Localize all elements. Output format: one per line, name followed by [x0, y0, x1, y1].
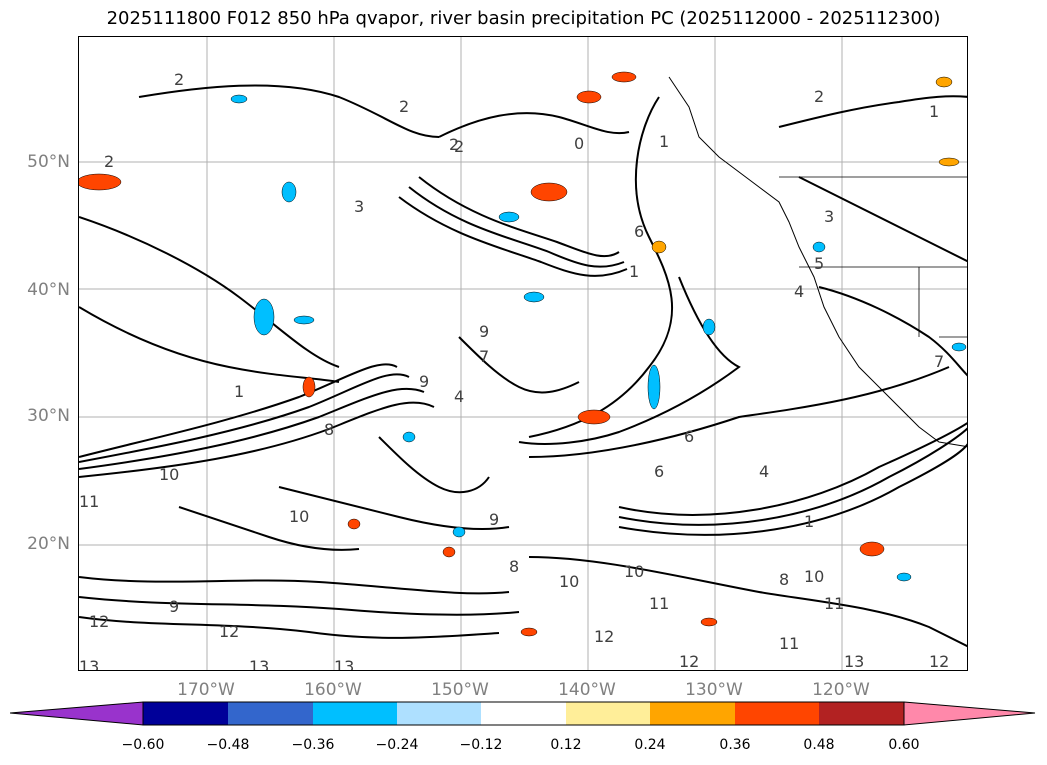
contour-label: 9 [489, 510, 499, 529]
contour-labels: 2 2 2 2 1 1 0 1 1 2 2 1 3 3 4 4 4 5 6 6 … [79, 70, 949, 671]
colorbar-segment [819, 702, 904, 725]
colorbar-tick-label: −0.24 [375, 737, 419, 753]
coastline-north-america [668, 76, 967, 448]
state-borders [779, 176, 967, 338]
contour-label: 1 [804, 512, 814, 531]
contour-label: 10 [624, 562, 644, 581]
contour-label: 3 [354, 197, 364, 216]
qvapor-contours [79, 84, 967, 648]
contour-label: 13 [79, 657, 99, 671]
lat-label-20n: 20°N [27, 534, 70, 554]
contour-label: 10 [559, 572, 579, 591]
colorbar-segment [566, 702, 650, 725]
colorbar-segment [481, 702, 566, 725]
graticule [79, 37, 967, 670]
colorbar-tick-label: 0.48 [803, 737, 835, 753]
contour-label: 6 [654, 462, 664, 481]
lon-label-140w: 140°W [558, 680, 616, 700]
colorbar-tick-label: −0.12 [459, 737, 503, 753]
map-canvas: 2 2 2 2 1 1 0 1 1 2 2 1 3 3 4 4 4 5 6 6 … [79, 37, 967, 671]
lon-label-160w: 160°W [304, 680, 362, 700]
contour-label: 7 [479, 347, 489, 366]
contour-label: 2 [814, 87, 824, 106]
contour-label: 13 [249, 657, 269, 671]
contour-label: 4 [794, 282, 804, 301]
contour-label: 2 [174, 70, 184, 89]
contour-label: 9 [419, 372, 429, 391]
lon-label-170w: 170°W [177, 680, 235, 700]
colorbar-segment [650, 702, 735, 725]
lon-label-150w: 150°W [431, 680, 489, 700]
contour-label: 12 [929, 652, 949, 671]
contour-label: 12 [679, 652, 699, 671]
colorbar-extend-low [10, 701, 144, 726]
colorbar [10, 700, 1037, 730]
contour-label: 3 [824, 207, 834, 226]
colorbar-canvas [10, 701, 1036, 726]
colorbar-extend-high [903, 701, 1036, 726]
contour-label: 10 [159, 465, 179, 484]
contour-label: 10 [804, 567, 824, 586]
colorbar-segment [313, 702, 397, 725]
map-title: 2025111800 F012 850 hPa qvapor, river ba… [106, 8, 941, 29]
contour-label: 9 [169, 597, 179, 616]
contour-label: 11 [824, 594, 844, 613]
contour-label: 6 [684, 427, 694, 446]
contour-label: 6 [634, 222, 644, 241]
contour-label: 11 [79, 492, 99, 511]
contour-label: 4 [454, 387, 464, 406]
colorbar-segment [397, 702, 481, 725]
contour-label: 12 [219, 622, 239, 641]
colorbar-segment [735, 702, 819, 725]
contour-label: 1 [234, 382, 244, 401]
contour-label: 13 [844, 652, 864, 671]
colorbar-tick-label: 0.24 [634, 737, 666, 753]
lon-label-130w: 130°W [685, 680, 743, 700]
contour-label: 4 [759, 462, 769, 481]
contour-label: 2 [399, 97, 409, 116]
contour-label: 8 [324, 420, 334, 439]
colorbar-tick-label: 0.12 [550, 737, 582, 753]
contour-label: 11 [779, 634, 799, 653]
contour-label: 2 [104, 152, 114, 171]
colorbar-tick-label: 0.36 [719, 737, 751, 753]
contour-label: 0 [574, 134, 584, 153]
contour-label: 13 [334, 657, 354, 671]
contour-label: 11 [649, 594, 669, 613]
contour-label: 9 [479, 322, 489, 341]
contour-label: 12 [594, 627, 614, 646]
contour-label: 10 [289, 507, 309, 526]
contour-label: 8 [509, 557, 519, 576]
pc-shading [79, 71, 967, 637]
lat-label-30n: 30°N [27, 406, 70, 426]
lat-label-40n: 40°N [27, 280, 70, 300]
contour-label: 1 [929, 102, 939, 121]
contour-label: 5 [814, 254, 824, 273]
contour-label: 1 [629, 262, 639, 281]
colorbar-tick-label: −0.48 [206, 737, 250, 753]
lon-label-120w: 120°W [812, 680, 870, 700]
contour-label: 12 [89, 612, 109, 631]
colorbar-segment [143, 702, 228, 725]
contour-label: 2 [454, 137, 464, 156]
contour-label: 1 [659, 132, 669, 151]
map-plot-area: 2 2 2 2 1 1 0 1 1 2 2 1 3 3 4 4 4 5 6 6 … [78, 36, 968, 671]
contour-label: 8 [779, 570, 789, 589]
contour-label: 7 [934, 352, 944, 371]
colorbar-tick-label: 0.60 [888, 737, 920, 753]
lat-label-50n: 50°N [27, 152, 70, 172]
colorbar-segment [228, 702, 313, 725]
colorbar-tick-label: −0.36 [291, 737, 335, 753]
colorbar-tick-label: −0.60 [121, 737, 165, 753]
contour-label: 2 [449, 135, 459, 154]
